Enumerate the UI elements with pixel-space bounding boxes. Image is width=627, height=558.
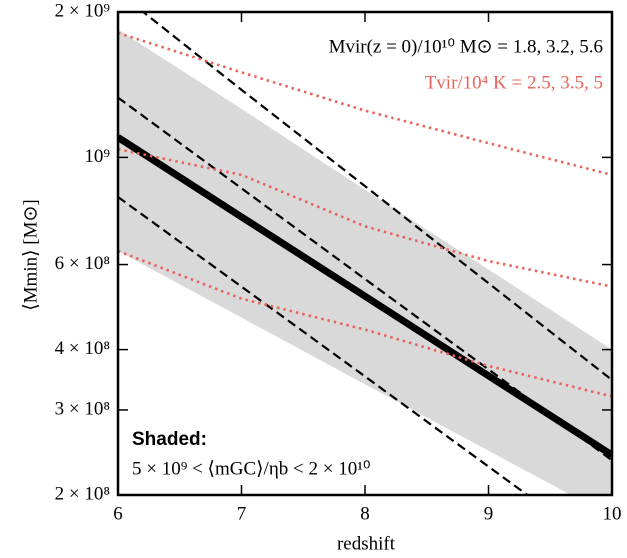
x-tick-label: 8 [360, 503, 370, 524]
data-line [118, 147, 612, 288]
annotation: Tvir/10⁴ K = 2.5, 3.5, 5 [425, 72, 603, 93]
data-line [118, 31, 612, 177]
y-tick-label: 3 × 10⁸ [55, 398, 110, 419]
x-tick-label: 7 [237, 503, 247, 524]
x-tick-label: 6 [113, 503, 123, 524]
y-tick-label: 2 × 10⁹ [55, 0, 111, 21]
data-line [118, 249, 612, 398]
data-line [118, 196, 530, 495]
y-tick-label: 4 × 10⁸ [55, 338, 110, 359]
data-line [141, 12, 612, 381]
x-axis-label: redshift [337, 533, 396, 554]
plot-area [118, 12, 612, 495]
y-axis-label: ⟨Mmin⟩ [M⊙] [20, 199, 41, 311]
annotation: 5 × 10⁹ < ⟨mGC⟩/ηb < 2 × 10¹⁰ [132, 458, 371, 479]
annotation: Shaded: [132, 429, 207, 450]
y-tick-label: 10⁹ [84, 146, 110, 167]
annotation: Mvir(z = 0)/10¹⁰ M⊙ = 1.8, 3.2, 5.6 [329, 36, 603, 57]
y-tick-label: 6 × 10⁸ [55, 253, 110, 274]
y-tick-label: 2 × 10⁸ [55, 483, 110, 504]
x-tick-label: 10 [603, 503, 622, 524]
data-line [118, 134, 612, 458]
data-line [118, 96, 612, 462]
x-tick-label: 9 [484, 503, 494, 524]
